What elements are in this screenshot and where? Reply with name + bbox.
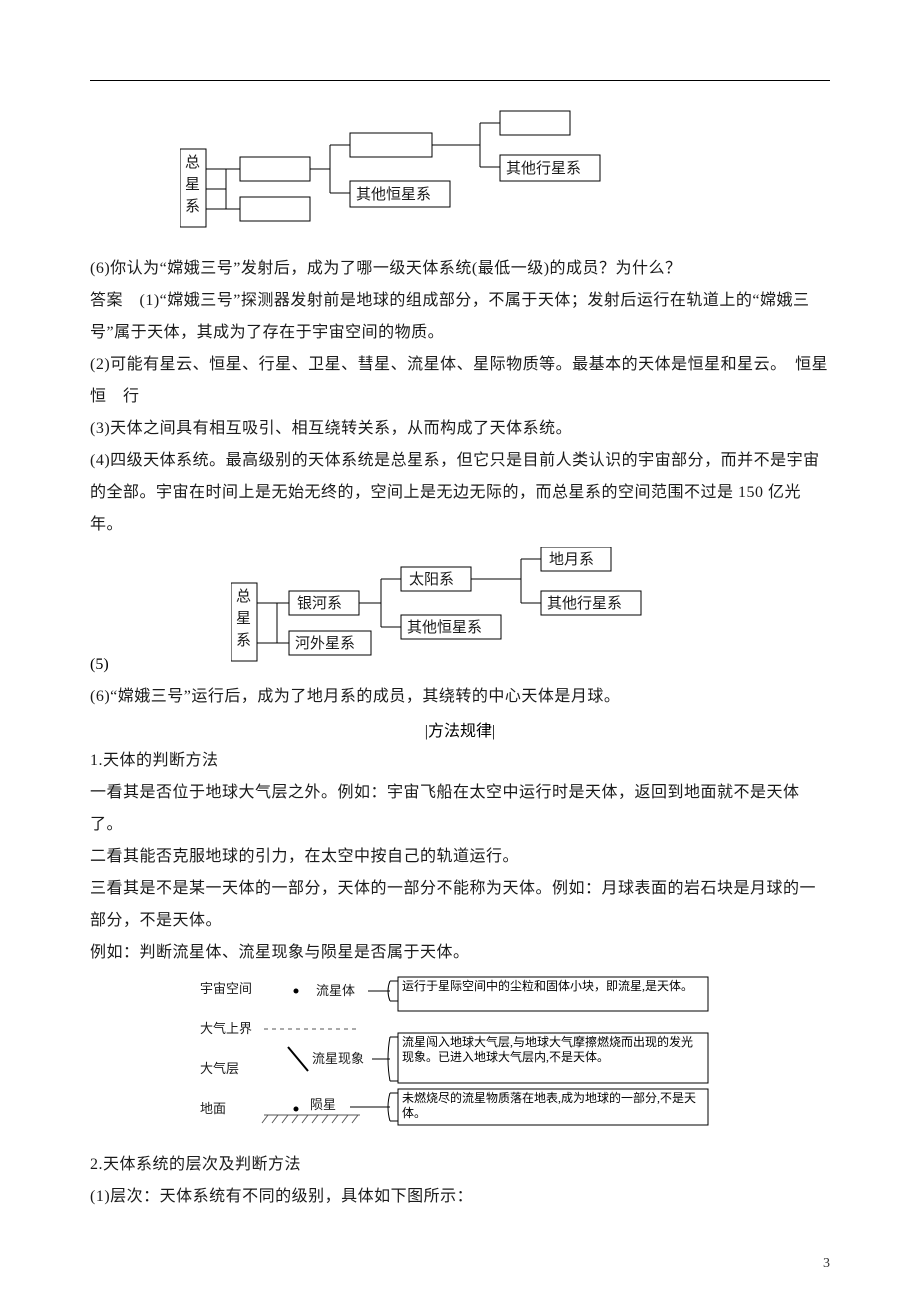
- svg-text:流星体: 流星体: [316, 983, 355, 998]
- svg-text:总: 总: [236, 588, 251, 605]
- svg-text:系: 系: [236, 632, 251, 649]
- top-rule: [90, 80, 830, 81]
- svg-text:太阳系: 太阳系: [409, 571, 454, 588]
- svg-text:地月系: 地月系: [549, 551, 594, 568]
- page-number: 3: [823, 1256, 830, 1272]
- method-1-p2: 二看其能否克服地球的引力，在太空中按自己的轨道运行。: [90, 841, 830, 873]
- method-2-p1: (1)层次：天体系统有不同的级别，具体如下图所示：: [90, 1181, 830, 1213]
- answer-6: (6)“嫦娥三号”运行后，成为了地月系的成员，其绕转的中心天体是月球。: [90, 681, 830, 713]
- answer-4: (4)四级天体系统。最高级别的天体系统是总星系，但它只是目前人类认识的宇宙部分，…: [90, 445, 830, 541]
- method-1-p1: 一看其是否位于地球大气层之外。例如：宇宙飞船在太空中运行时是天体，返回到地面就不…: [90, 777, 830, 841]
- svg-text:总: 总: [185, 154, 200, 171]
- answer-5-prefix: (5): [90, 649, 109, 681]
- method-2-heading: 2.天体系统的层次及判断方法: [90, 1149, 830, 1181]
- diagram-hierarchy-full: 总 星 系 银河系 河外星系 太阳系: [231, 547, 711, 667]
- method-1-heading: 1.天体的判断方法: [90, 745, 830, 777]
- svg-text:陨星: 陨星: [310, 1097, 336, 1112]
- answer-3: (3)天体之间具有相互吸引、相互绕转关系，从而构成了天体系统。: [90, 413, 830, 445]
- svg-text:地面: 地面: [200, 1101, 226, 1116]
- svg-text:系: 系: [185, 198, 200, 215]
- diagram-meteor: 宇宙空间 大气上界 大气层 地面: [200, 975, 830, 1135]
- diagram-hierarchy-blank: 总 星 系 其他恒星系: [180, 109, 830, 239]
- answer-5-row: (5) 总 星 系 银河系 河外星系: [90, 541, 830, 681]
- answer-1: 答案 (1)“嫦娥三号”探测器发射前是地球的组成部分，不属于天体；发射后运行在轨…: [90, 285, 830, 349]
- svg-text:星: 星: [236, 611, 251, 627]
- method-1-p3: 三看其是不是某一天体的一部分，天体的一部分不能称为天体。例如：月球表面的岩石块是…: [90, 873, 830, 937]
- answer-2: (2)可能有星云、恒星、行星、卫星、彗星、流星体、星际物质等。最基本的天体是恒星…: [90, 349, 830, 413]
- svg-text:宇宙空间: 宇宙空间: [200, 981, 252, 996]
- svg-text:银河系: 银河系: [297, 595, 342, 612]
- methods-title: |方法规律|: [90, 717, 830, 741]
- question-6: (6)你认为“嫦娥三号”发射后，成为了哪一级天体系统(最低一级)的成员？为什么？: [90, 253, 830, 285]
- svg-text:河外星系: 河外星系: [295, 635, 355, 652]
- label-other-stellar: 其他恒星系: [356, 186, 431, 203]
- svg-text:流星现象: 流星现象: [312, 1051, 364, 1066]
- page: 总 星 系 其他恒星系: [0, 0, 920, 1302]
- svg-text:大气上界: 大气上界: [200, 1021, 252, 1036]
- method-1-p4: 例如：判断流星体、流星现象与陨星是否属于天体。: [90, 937, 830, 969]
- label-other-planet: 其他行星系: [506, 160, 581, 177]
- svg-text:大气层: 大气层: [200, 1061, 239, 1076]
- svg-text:其他恒星系: 其他恒星系: [407, 619, 482, 636]
- svg-text:星: 星: [185, 177, 200, 193]
- svg-text:其他行星系: 其他行星系: [547, 595, 622, 612]
